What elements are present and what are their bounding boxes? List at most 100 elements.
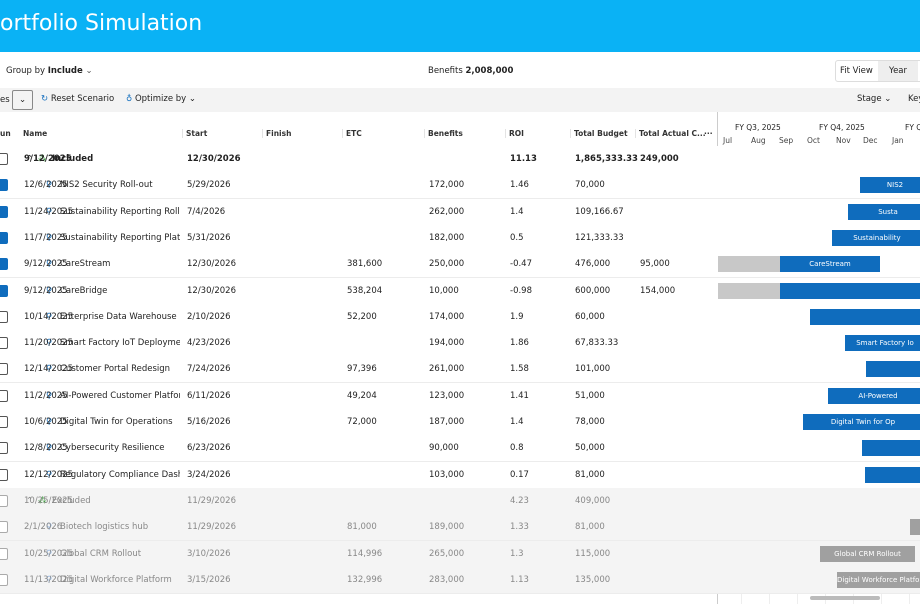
cell-benefits: 123,000 <box>429 390 465 401</box>
cell-start: 10/25/2025 <box>24 548 73 559</box>
row-checkbox[interactable] <box>0 284 8 297</box>
column-header[interactable]: Benefits <box>424 129 463 138</box>
cell-name: Enterprise Data Warehouse Up... <box>60 311 180 322</box>
gantt-bar[interactable]: NIS2 <box>860 177 920 194</box>
row-checkbox[interactable] <box>0 310 8 323</box>
cell-roi: -0.47 <box>510 259 532 270</box>
gantt-bar[interactable]: Sustainability <box>832 229 920 246</box>
project-row[interactable]: ⚲ Digital Twin for Operations 10/6/2025 5/1… <box>0 409 920 436</box>
row-checkbox[interactable] <box>0 547 8 560</box>
project-row[interactable]: ⚲ CareStream 9/12/2025 12/30/2026 381,600 250… <box>0 251 920 279</box>
group-by-button[interactable]: Group by Include ⌄ <box>6 66 93 76</box>
key-button[interactable]: Key <box>908 94 920 104</box>
optimize-button[interactable]: ♁ Optimize by ⌄ <box>126 94 197 104</box>
cell-finish: 2/10/2026 <box>187 311 231 322</box>
cell-benefits: 283,000 <box>429 574 465 585</box>
quarter-label: FY Q3, 2025 <box>735 123 781 132</box>
gantt-bar[interactable]: Susta <box>848 203 920 220</box>
cell-benefits: 265,000 <box>429 548 465 559</box>
cell-name: Sustainability Reporting Platfo... <box>60 232 180 243</box>
gantt-bar[interactable]: CareStream <box>780 256 880 273</box>
project-row[interactable]: ⚲ Global CRM Rollout 10/25/2025 3/10/2026 11… <box>0 540 920 568</box>
gantt-bar[interactable] <box>780 282 920 299</box>
column-header[interactable]: Finish <box>262 129 291 138</box>
project-row[interactable]: ⚲ NIS2 Security Roll-out 12/6/2025 5/29/202… <box>0 172 920 200</box>
row-checkbox[interactable] <box>0 363 8 376</box>
cell-name: Sustainability Reporting Roll-o... <box>60 206 180 217</box>
expand-icon[interactable]: ⌃ <box>26 154 34 164</box>
cell-finish: 7/24/2026 <box>187 364 231 375</box>
gantt-bar[interactable] <box>865 466 920 483</box>
project-row[interactable]: ⚲ Regulatory Compliance Dashb...12/12/202… <box>0 461 920 489</box>
cell-benefits: 189,000 <box>429 522 465 533</box>
project-row[interactable]: ⚲ CareBridge 9/12/2025 12/30/2026 538,204 10,… <box>0 277 920 305</box>
cell-benefits: 261,000 <box>429 364 465 375</box>
gantt-progress <box>718 282 780 299</box>
cell-roi: 0.5 <box>510 232 524 243</box>
cell-budget: 67,833.33 <box>575 338 619 349</box>
project-row[interactable]: ⚲ Enterprise Data Warehouse Up...10/14/20… <box>0 303 920 331</box>
row-checkbox[interactable] <box>0 573 8 586</box>
row-checkbox[interactable] <box>0 258 8 271</box>
gantt-bar[interactable] <box>862 440 920 457</box>
month-label: Nov <box>836 136 851 145</box>
gantt-bar[interactable] <box>910 519 920 536</box>
column-header[interactable]: Total Budget <box>570 129 628 138</box>
project-row[interactable]: ⚲ Sustainability Reporting Platfo...11/7/… <box>0 224 920 252</box>
column-header[interactable]: Name <box>23 129 48 138</box>
year-button[interactable]: Year <box>878 61 918 81</box>
row-checkbox[interactable] <box>0 179 8 192</box>
project-row[interactable]: ⚲ Customer Portal Redesign 12/14/2025 7/24/… <box>0 356 920 384</box>
row-checkbox[interactable] <box>0 494 8 507</box>
stage-label: Stage <box>857 94 882 104</box>
cell-etc: 538,204 <box>347 285 383 296</box>
reset-button[interactable]: ↻ Reset Scenario <box>41 94 115 104</box>
row-checkbox[interactable] <box>0 416 8 428</box>
gantt-bar[interactable]: Global CRM Rollout <box>820 545 915 562</box>
group-row[interactable]: ⌃ ⁂ Excluded 10/25/2025 11/29/2026 4.23 409,00… <box>0 487 920 515</box>
stage-button[interactable]: Stage ⌄ <box>857 94 892 104</box>
cell-roi: 1.58 <box>510 364 529 375</box>
group-row[interactable]: ⌃ ⁂ Included 9/12/2025 12/30/2026 11.13 1,865,… <box>0 146 920 173</box>
expand-icon[interactable]: ⌃ <box>26 495 34 506</box>
dropdown-button[interactable]: ⌄ <box>12 90 33 110</box>
row-checkbox[interactable] <box>0 153 8 165</box>
cropped-button[interactable]: es <box>0 95 10 105</box>
column-header[interactable]: Total Actual C... <box>635 129 706 138</box>
column-header[interactable]: ··· <box>704 129 713 138</box>
column-header[interactable]: ETC <box>342 129 362 138</box>
gantt-bar[interactable]: Digital Twin for Op <box>803 414 920 430</box>
project-row[interactable]: ⚲ Cybersecurity Resilience 12/8/2025 6/23/2… <box>0 435 920 463</box>
project-row[interactable]: ⚲ Smart Factory IoT Deployment 11/20/2025 4… <box>0 330 920 358</box>
project-row[interactable]: ⚲ Biotech logistics hub 2/1/2026 11/29/2026… <box>0 514 920 542</box>
optimize-label: Optimize by <box>134 94 187 104</box>
fit-view-button[interactable]: Fit View <box>840 66 873 76</box>
project-row[interactable]: ⚲ AI-Powered Customer Platform 11/2/2025 6/… <box>0 382 920 410</box>
cell-finish: 3/24/2026 <box>187 469 231 480</box>
gantt-bar[interactable] <box>810 308 920 325</box>
cell-start: 10/6/2025 <box>24 417 68 427</box>
row-checkbox[interactable] <box>0 442 8 455</box>
project-row[interactable]: ⚲ Sustainability Reporting Roll-o...11/24… <box>0 198 920 226</box>
gantt-bar[interactable]: AI-Powered <box>828 387 920 404</box>
project-icon: ⚲ <box>46 285 53 296</box>
row-checkbox[interactable] <box>0 337 8 350</box>
column-header[interactable]: un <box>0 129 11 138</box>
row-checkbox[interactable] <box>0 468 8 481</box>
row-checkbox[interactable] <box>0 521 8 534</box>
cell-finish: 6/23/2026 <box>187 443 231 454</box>
gantt-bar[interactable]: Smart Factory Io <box>845 335 920 352</box>
column-header[interactable]: ROI <box>505 129 524 138</box>
cell-benefits: 103,000 <box>429 469 465 480</box>
project-icon: ⚲ <box>46 574 53 585</box>
column-header[interactable]: Start <box>182 129 207 138</box>
row-checkbox[interactable] <box>0 205 8 218</box>
cell-finish: 5/29/2026 <box>187 180 231 191</box>
gantt-bar[interactable]: Digital Workforce Platform <box>837 571 920 588</box>
quarter-label: FY Q <box>905 123 920 132</box>
row-checkbox[interactable] <box>0 389 8 402</box>
project-row[interactable]: ⚲ Digital Workforce Platform 11/13/2025 3/1… <box>0 566 920 594</box>
gantt-bar[interactable] <box>866 361 920 378</box>
row-checkbox[interactable] <box>0 231 8 244</box>
group-finish: 12/30/2026 <box>187 154 241 164</box>
